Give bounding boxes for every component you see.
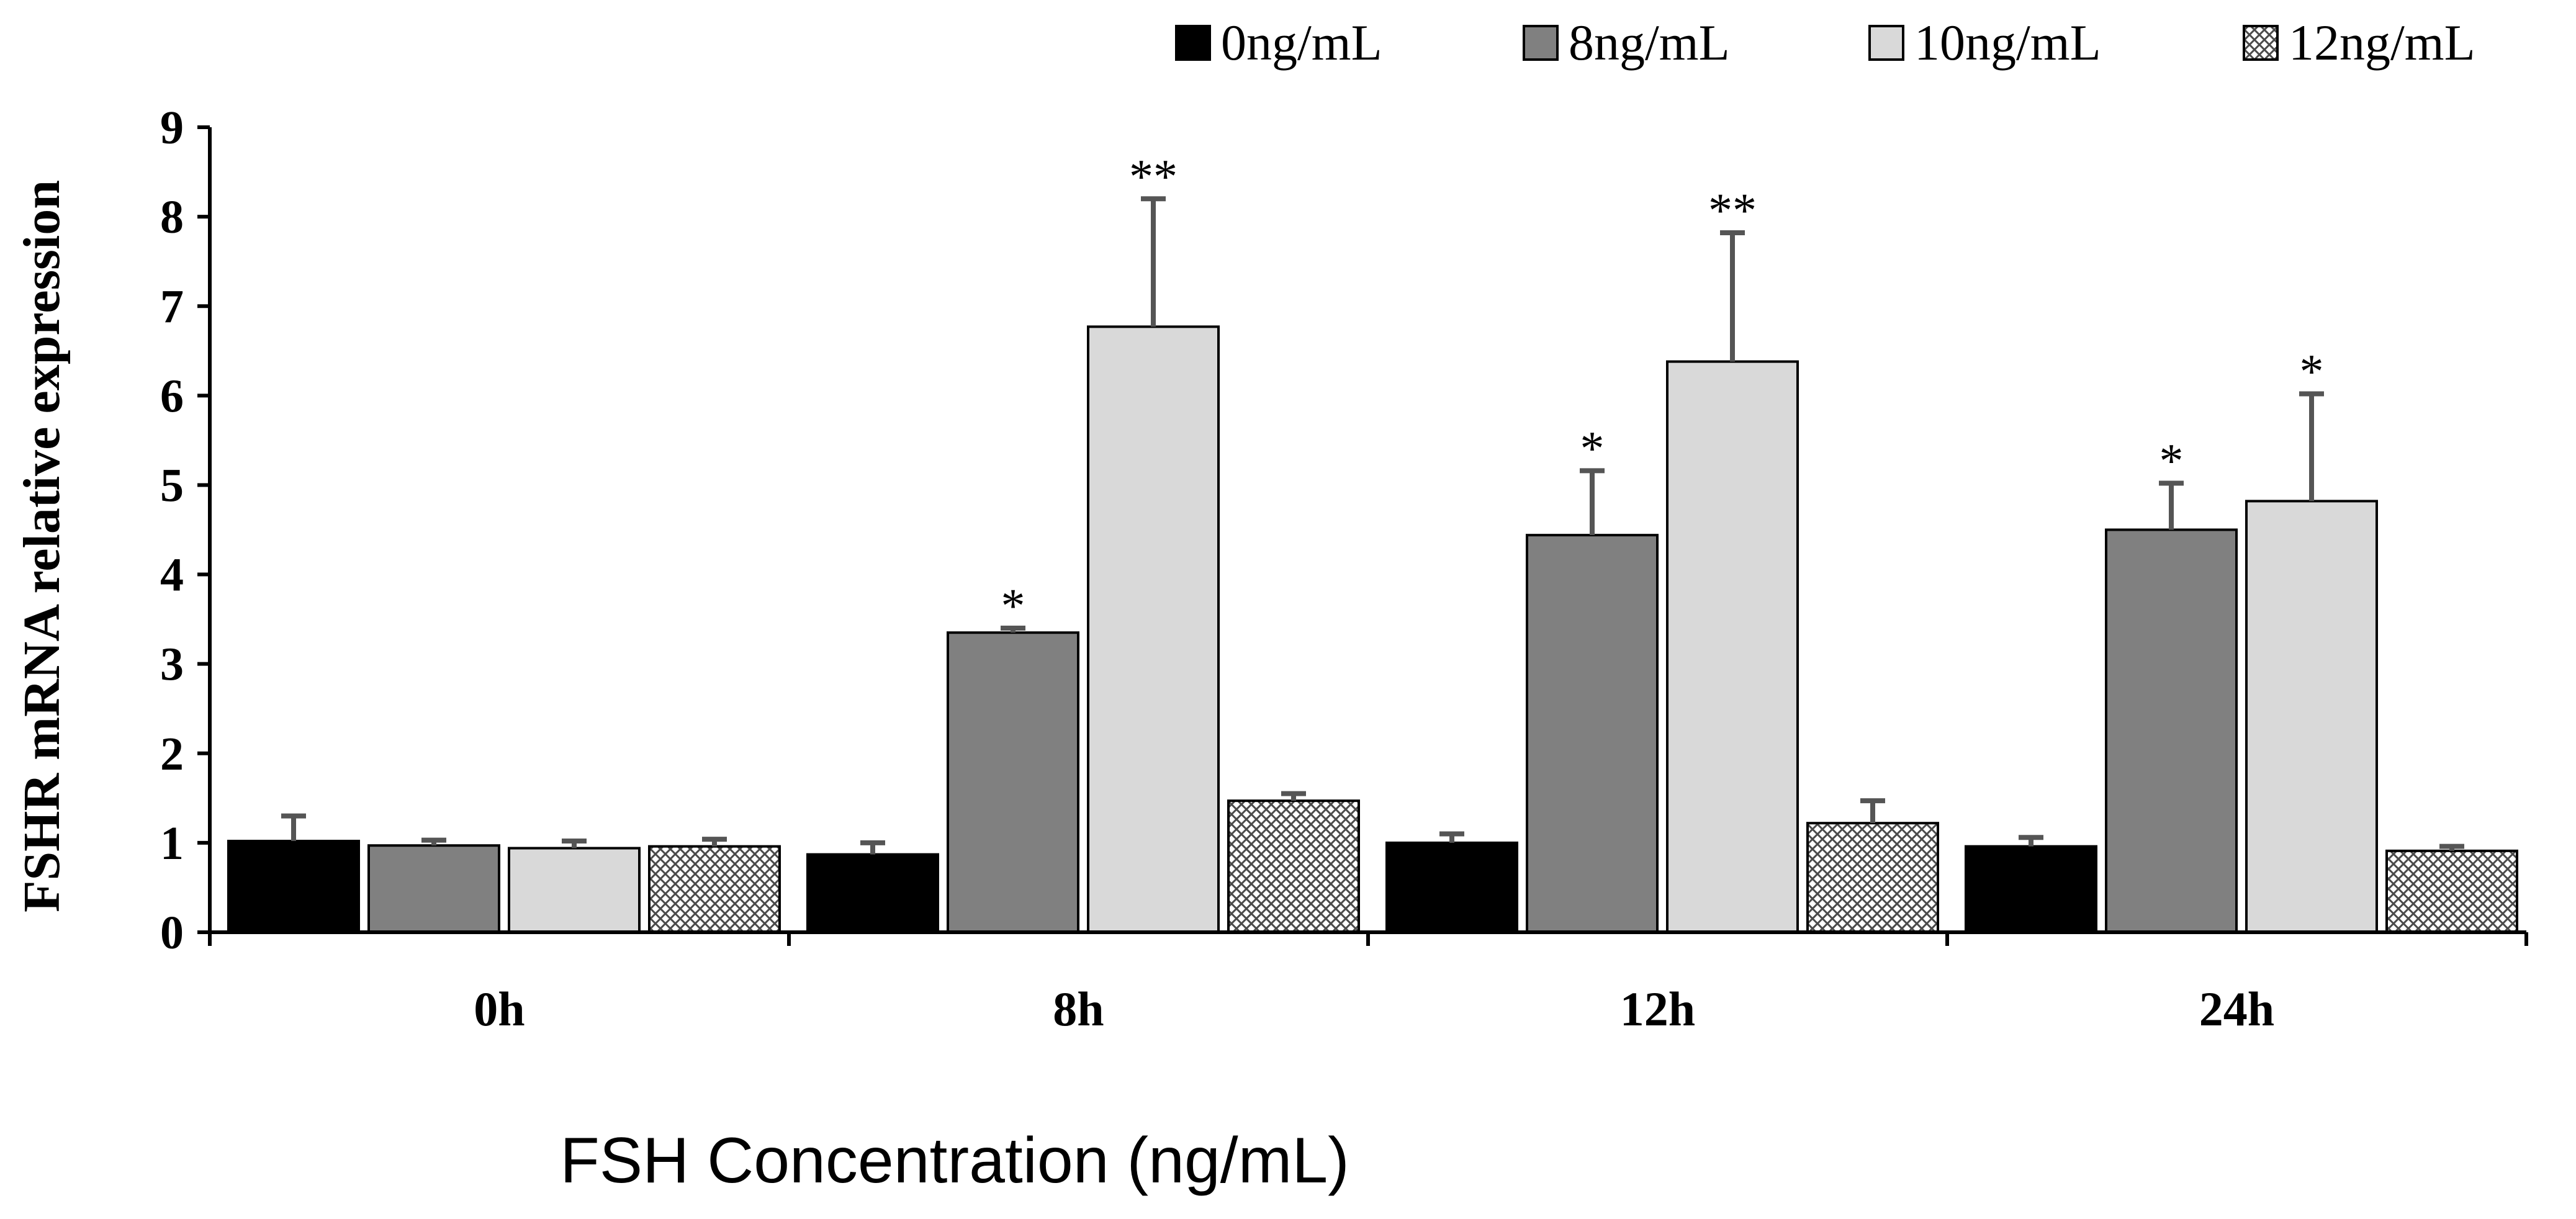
significance-marker: * [1580,421,1605,475]
bar [1965,845,2097,933]
bar [2105,528,2238,933]
y-tick-label: 5 [160,459,184,511]
y-tick-label: 7 [160,281,184,333]
legend-label: 8ng/mL [1569,14,1730,71]
x-tick-label: 0h [474,982,525,1036]
significance-marker: * [2159,434,2184,488]
bar [2245,500,2378,933]
bar [1666,360,1799,933]
y-axis-title: FSHR mRNA relative expression [13,180,71,912]
legend-swatch [1868,25,1904,61]
y-tick-label: 2 [160,728,184,780]
y-tick-label: 3 [160,639,184,691]
x-tick-label: 8h [1053,982,1104,1036]
y-tick-label: 1 [160,817,184,870]
legend-label: 12ng/mL [2289,14,2475,71]
legend-label: 10ng/mL [1914,14,2101,71]
legend-swatch [1175,25,1211,61]
bar [508,847,641,933]
bar [648,845,781,933]
y-tick-label: 8 [160,191,184,243]
x-axis-title: FSH Concentration (ng/mL) [560,1125,1349,1197]
y-axis: 0 1 2 3 4 5 6 7 8 9 [160,102,210,959]
y-tick-label: 0 [160,907,184,959]
bar [227,840,360,934]
significance-marker: * [1001,578,1025,632]
legend-swatch [1523,25,1559,61]
error-bars [281,196,2464,855]
legend-swatch [2243,25,2279,61]
bar [1087,325,1220,933]
legend: 0ng/mL 8ng/mL 10ng/mL 12ng/mL [1175,14,2475,71]
significance-marker: ** [1708,183,1757,237]
bar [806,853,939,933]
legend-label: 0ng/mL [1221,14,1382,71]
x-tick-label: 12h [1620,982,1695,1036]
bar [1806,822,1939,933]
significance-marker: ** [1129,149,1178,203]
y-tick-label: 6 [160,370,184,422]
y-tick-label: 4 [160,549,184,601]
bar [367,844,500,934]
significance-markers: ******** [1001,149,2324,632]
significance-marker: * [2300,344,2324,398]
bar [1385,841,1518,934]
y-tick-label: 9 [160,102,184,154]
bar [1227,799,1360,933]
x-tick-label: 24h [2199,982,2274,1036]
x-axis: 0h 8h 12h 24h [208,932,2528,1036]
bar [2385,849,2518,933]
bar [947,631,1079,933]
bar [1526,534,1659,933]
